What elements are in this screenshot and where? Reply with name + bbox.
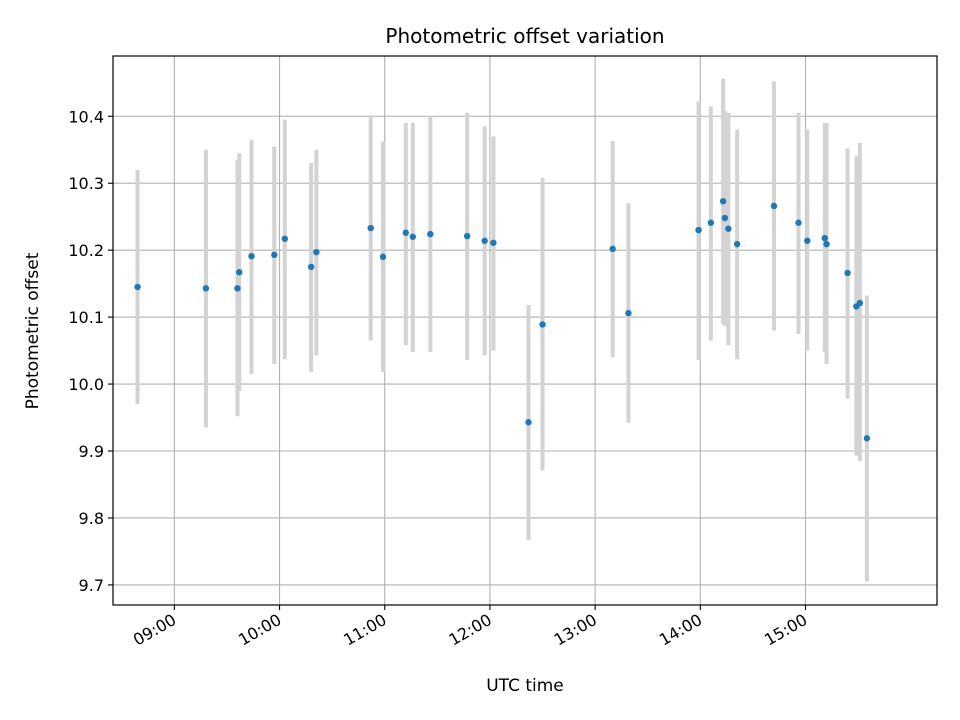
y-tick-label: 9.9 (79, 442, 104, 461)
data-point (525, 419, 532, 426)
data-point (402, 229, 409, 236)
y-tick-label: 10.3 (68, 174, 104, 193)
data-point (490, 239, 497, 246)
data-point (821, 234, 828, 242)
data-point (409, 233, 416, 240)
data-point (804, 237, 811, 244)
data-point (236, 269, 243, 276)
chart-title: Photometric offset variation (385, 24, 664, 48)
data-point (481, 237, 488, 244)
data-point (721, 214, 729, 222)
data-point (313, 248, 320, 256)
y-tick-label: 10.4 (68, 107, 104, 126)
data-point (367, 224, 374, 232)
data-point (695, 226, 702, 234)
data-point (625, 309, 632, 317)
data-point (427, 230, 434, 238)
x-axis-label: UTC time (486, 676, 564, 696)
plot-area-frame (112, 55, 938, 606)
data-point (307, 263, 315, 271)
data-point (795, 219, 802, 226)
data-point (463, 232, 471, 240)
data-point (271, 251, 278, 259)
data-point (234, 285, 241, 292)
y-axis-ticks: 9.7 9.8 9.9 10.0 10.1 10.2 10.3 10.4 (68, 107, 113, 595)
y-tick-label: 10.0 (68, 375, 104, 394)
data-point (248, 252, 255, 260)
y-tick-label: 10.2 (68, 241, 104, 260)
data-point (844, 269, 851, 277)
data-point (379, 253, 387, 261)
data-point (539, 321, 546, 328)
y-tick-label: 9.8 (79, 509, 104, 528)
data-point (823, 240, 830, 248)
data-point (202, 285, 210, 292)
y-tick-label: 9.7 (79, 576, 104, 595)
data-point (770, 202, 778, 210)
data-point (719, 198, 727, 205)
data-point (707, 219, 715, 226)
data-points (134, 198, 871, 442)
data-point (863, 435, 871, 442)
data-point (609, 245, 616, 253)
y-axis-label: Photometric offset (23, 252, 43, 409)
data-point (281, 235, 289, 242)
data-point (856, 299, 864, 307)
y-tick-label: 10.1 (68, 308, 104, 327)
data-point (134, 283, 141, 291)
data-point (725, 225, 732, 232)
data-point (733, 240, 741, 248)
